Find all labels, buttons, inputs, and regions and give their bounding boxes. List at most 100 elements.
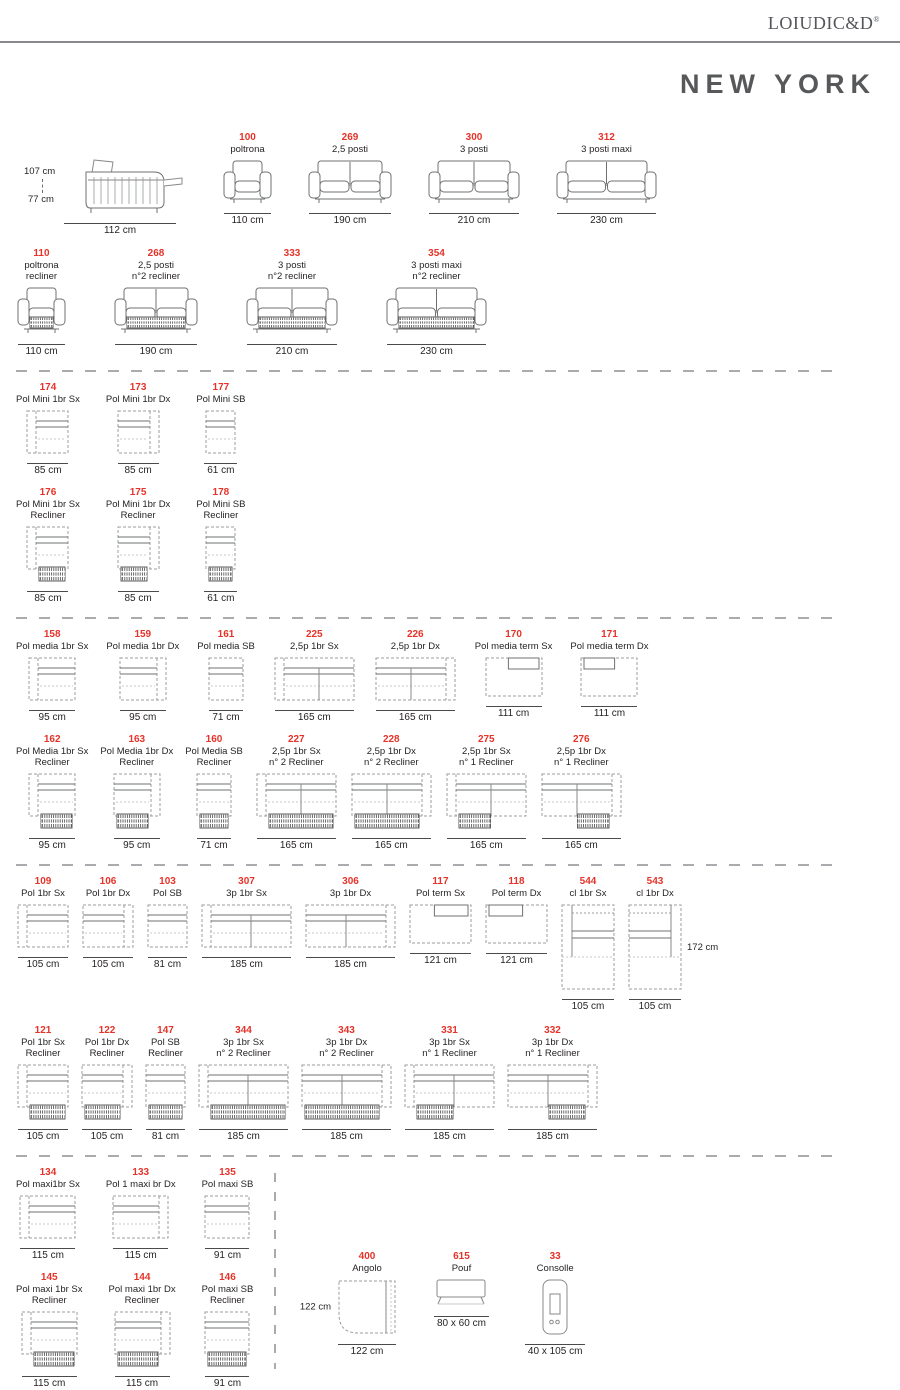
module-name-line: Pol media 1br Dx [106,641,180,652]
module-width-label: 95 cm [29,838,76,852]
module-133: 133 Pol 1 maxi br Dx 115 cm [106,1167,176,1262]
module-width-label: 210 cm [247,344,337,358]
sofa-side-drawing [85,159,183,213]
furniture-drawing [351,773,432,829]
module-name: Pol 1br Dx [86,888,130,899]
module-name: 3p 1br Sx n° 2 Recliner [216,1037,271,1059]
module-code: 332 [544,1025,561,1036]
furniture-drawing [628,904,682,990]
module-diagram [273,656,356,707]
furniture-drawing [119,657,167,701]
module-name-line: Pol maxi 1br Dx [108,1284,176,1295]
furniture-drawing [409,904,472,944]
module-173: 173 Pol Mini 1br Dx 85 cm [106,382,170,477]
module-diagram [222,159,273,210]
module-width-label: 165 cm [351,838,431,852]
section-s1: 107 cm 77 cm 112 cm 100 poltrona 110 cm 269 2,5… [16,132,900,358]
module-name: Pol media term Dx [570,641,648,652]
module-diagram [403,1063,496,1126]
height-dimension: 107 cm [24,166,56,177]
module-name-line: 2,5p 1br Sx [461,746,511,757]
module-width-label: 95 cm [113,838,160,852]
brand-logo-text: LOIUDIC&D [767,13,874,33]
module-width-label: 185 cm [306,957,395,971]
furniture-drawing [28,773,76,829]
section-s3: 158 Pol media 1br Sx 95 cm 159 Pol media 1br… [16,629,900,852]
module-name: Pol Mini SB [196,394,245,405]
module-name-line: Pol 1br Dx [85,888,131,899]
module-name: 2,5 posti n°2 recliner [132,260,180,282]
module-174: 174 Pol Mini 1br Sx 85 cm [16,382,80,477]
module-name-line: Recliner [30,510,66,521]
module-code: 226 [406,629,424,640]
module-code: 103 [159,876,176,887]
module-name-line: Recliner [203,510,239,521]
module-code: 117 [432,876,449,887]
module-name-line: Recliner [210,1295,245,1306]
module-diagram [203,1194,251,1245]
module-diagram [195,772,233,835]
module-code: 343 [338,1025,355,1036]
furniture-drawing [580,657,638,697]
module-307: 307 3p 1br Sx 185 cm [200,876,293,971]
module-name: 3p 1br Sx [226,888,267,899]
module-width-label: 105 cm [18,957,68,971]
module-name-line: Pol maxi SB [201,1179,254,1190]
module-name: 3p 1br Dx n° 1 Recliner [525,1037,580,1059]
module-name-line: Recliner [34,757,70,768]
module-332: 332 3p 1br Dx n° 1 Recliner 185 cm [506,1025,599,1143]
furniture-drawing [428,160,520,203]
module-diagram [18,1194,77,1245]
module-106: 106 Pol 1br Dx 105 cm [81,876,135,971]
module-name: 2,5p 1br Dx [391,641,440,652]
module-width-label: 185 cm [302,1129,391,1143]
module-code: 228 [382,734,400,745]
furniture-drawing [17,287,66,333]
module-diagram [540,772,623,835]
module-diagram [245,286,339,341]
module-name: 2,5p 1br Dx n° 1 Recliner [554,746,609,768]
module-109: 109 Pol 1br Sx 105 cm [16,876,70,971]
module-name-line: Pol media term Dx [570,641,649,652]
module-diagram [27,656,77,707]
module-width-label: 71 cm [197,838,231,852]
module-width-label: 91 cm [205,1376,250,1390]
module-name-line: cl 1br Sx [569,888,607,899]
module-diagram [541,1278,569,1341]
module-name: Consolle [537,1263,574,1274]
furniture-drawing [117,410,160,454]
module-name-line: 2,5p 1br Sx [289,641,339,652]
section-s2: 174 Pol Mini 1br Sx 85 cm 173 Pol Mini 1br D… [16,382,900,605]
module-code: 145 [40,1272,58,1283]
module-code: 227 [287,734,305,745]
module-228: 228 2,5p 1br Dx n° 2 Recliner 165 cm [350,734,433,852]
module-name: Pol Media 1br Dx Recliner [100,746,173,768]
module-name: Pol maxi SB Recliner [202,1284,254,1306]
module-name-line: Pol Mini 1br Sx [16,499,80,510]
module-615: 615 Pouf 80 x 60 cm [434,1251,489,1330]
module-diagram [20,1310,79,1373]
module-width-label: 91 cm [205,1248,250,1262]
catalog-body: 107 cm 77 cm 112 cm 100 poltrona 110 cm 269 2,5… [0,132,900,1390]
module-name-line: 2,5 posti [332,144,368,155]
module-width-label: 95 cm [29,710,76,724]
module-width-label: 115 cm [21,1376,77,1390]
module-name-line: Pol 1br Sx [21,888,65,899]
furniture-drawing [246,287,338,333]
module-name-line: poltrona [24,260,59,271]
furniture-drawing [114,287,198,333]
module-diagram [579,656,639,703]
module-name-line: Pol 1br Dx [84,1037,130,1048]
module-name-line: n° 2 Recliner [216,1048,271,1059]
module-name-line: Pol term Sx [415,888,466,899]
module-code: 110 [33,248,50,259]
module-name: 3 posti n°2 recliner [268,260,316,282]
module-width-label: 80 x 60 cm [434,1316,489,1330]
module-width-label: 185 cm [405,1129,494,1143]
module-code: 269 [341,132,359,143]
module-code: 306 [342,876,359,887]
module-name: poltrona recliner [24,260,58,282]
module-diagram [350,772,433,835]
module-width-label: 190 cm [115,344,197,358]
module-diagram [255,772,338,835]
